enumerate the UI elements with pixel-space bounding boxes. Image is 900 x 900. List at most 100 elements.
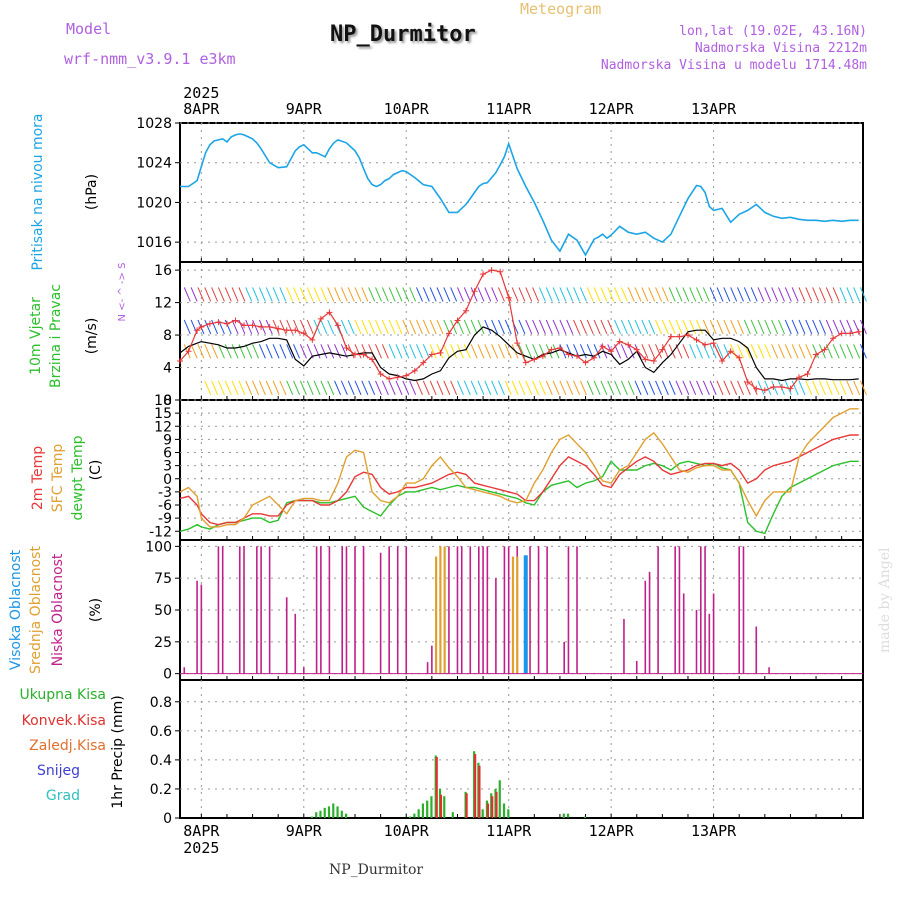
wind-barb (211, 344, 219, 359)
wind-barb (511, 287, 519, 302)
wind-barb (347, 287, 355, 302)
low-cloud-bar (635, 660, 638, 674)
wind-barb (579, 287, 587, 302)
wind-barb (463, 319, 471, 335)
wind-barb (388, 319, 396, 335)
wind-barb (648, 380, 656, 396)
wind-barb (231, 287, 239, 302)
wind-barb (409, 344, 417, 359)
low-cloud-bar (469, 546, 472, 674)
wind-barb (757, 380, 765, 396)
wind-barb (566, 319, 574, 335)
wind-barb (361, 380, 369, 396)
wind-barb (416, 380, 423, 396)
low-cloud-bar (354, 546, 356, 674)
wind-side-label-2: Brzina i Pravac (48, 284, 64, 388)
wind-speed-marker (275, 325, 282, 332)
wind-barb (805, 319, 813, 335)
wind-speed-marker (360, 351, 367, 358)
wind-speed-marker (300, 330, 307, 337)
wind-barb (361, 319, 369, 335)
wind-barb (368, 319, 376, 335)
wind-ytick-label: 4 (163, 361, 172, 377)
precip-total-bar (409, 816, 412, 818)
wind-barb (778, 287, 785, 302)
wind-barb (238, 380, 246, 396)
wind-barb (395, 344, 403, 359)
wind-speed-marker (411, 367, 418, 374)
wind-speed-marker (676, 333, 683, 340)
wind-barb (709, 344, 717, 359)
bottom-date-label: 9APR (286, 822, 323, 840)
wind-speed-marker (185, 348, 192, 355)
wind-barb (791, 319, 799, 335)
wind-barb (593, 344, 601, 359)
low-cloud-bar (256, 546, 258, 674)
bottom-date-label: 12APR (589, 822, 635, 840)
wind-barb (668, 287, 676, 302)
clouds-frame (179, 539, 864, 681)
wind-side-label-1: 10m Vjetar (28, 297, 44, 375)
wind-speed-marker (283, 327, 290, 334)
precip-ytick-label: 0.4 (150, 753, 172, 769)
wind-barb (375, 380, 382, 396)
wind-frame (179, 261, 864, 401)
wind-barb (252, 344, 260, 359)
wind-speed-marker (480, 271, 487, 278)
wind-barb (204, 344, 212, 359)
wind-barb (320, 344, 328, 359)
wind-barb (778, 344, 785, 359)
wind-barb (853, 380, 861, 396)
wind-barb (484, 287, 492, 302)
low-cloud-bar (486, 546, 489, 674)
wind-barb (293, 287, 301, 302)
wind-barb (716, 287, 724, 302)
wind-barb (272, 344, 280, 359)
wind-barb (422, 319, 430, 335)
wind-barb (846, 287, 854, 302)
wind-barb (497, 319, 505, 335)
low-cloud-bar (495, 578, 497, 674)
wind-barb (320, 287, 328, 302)
precip-ytick-label: 0.8 (150, 695, 172, 711)
wind-barb (614, 287, 622, 302)
wind-speed-marker (753, 385, 760, 392)
wind-barb (409, 319, 417, 335)
temperature-ytick-label: -12 (149, 524, 172, 540)
wind-speed-marker (377, 371, 384, 378)
low-cloud-bar (285, 597, 288, 674)
wind-barb (504, 344, 512, 359)
wind-barb (258, 287, 266, 302)
mid-cloud-bar (516, 556, 519, 674)
wind-barb (552, 319, 560, 335)
low-cloud-bar (738, 546, 741, 674)
low-cloud-bar (217, 546, 220, 674)
precip-legend-label: Grad (46, 788, 80, 804)
wind-barb (477, 287, 485, 302)
low-cloud-bar (682, 593, 685, 674)
wind-barb (402, 319, 410, 335)
wind-barb (689, 287, 697, 302)
wind-barb (737, 319, 744, 335)
wind-barb (518, 344, 526, 359)
wind-barb (579, 380, 587, 396)
top-date-label: 8APR (183, 100, 220, 118)
wind-barb (395, 319, 403, 335)
wind-barb (402, 380, 410, 396)
wind-speed-marker (744, 379, 751, 386)
model-elevation-label: Nadmorska Visina u modelu 1714.48m (600, 58, 867, 73)
wind-barb (586, 287, 594, 302)
wind-speed-marker (838, 330, 845, 337)
wind-speed-marker (309, 336, 316, 343)
wind-speed-marker (813, 351, 820, 358)
wind-barb (818, 287, 826, 302)
wind-speed-marker (659, 346, 666, 353)
wind-barb (388, 344, 396, 359)
wind-barb (252, 380, 260, 396)
wind-barb (354, 344, 362, 359)
wind-barb (258, 344, 266, 359)
wind-speed-marker (394, 374, 401, 381)
low-cloud-bar (460, 546, 463, 674)
wind-barb (320, 380, 328, 396)
